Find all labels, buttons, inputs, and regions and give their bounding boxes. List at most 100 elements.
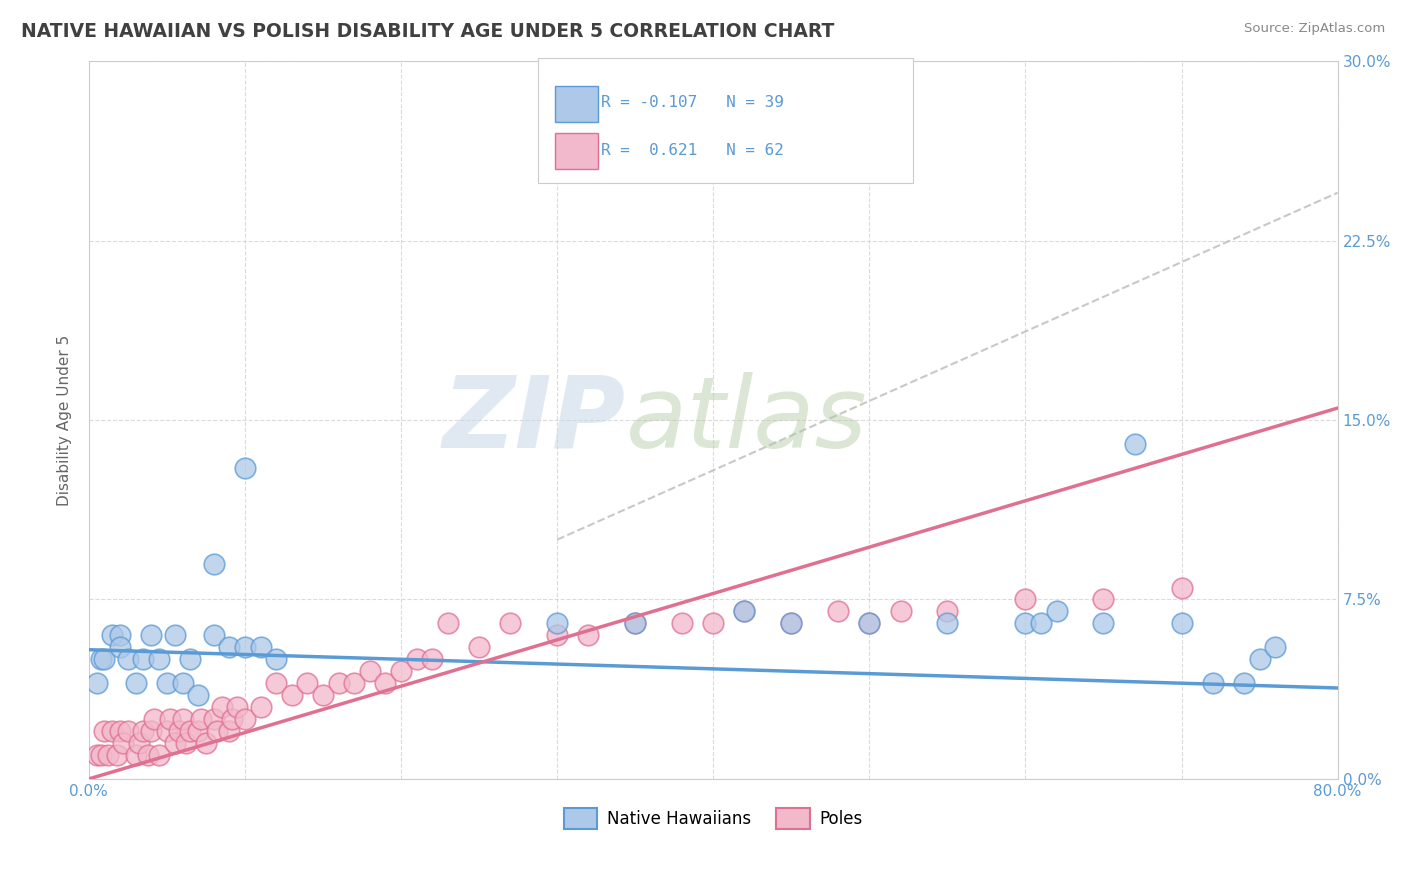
Point [187,724,209,739]
Point [128,736,150,750]
Point [132,652,155,666]
Point [202,712,225,726]
Legend: Native Hawaiians, Poles: Native Hawaiians, Poles [557,802,869,835]
Point [233,712,256,726]
Point [780,616,803,631]
Point [148,747,170,762]
Point [936,616,959,631]
Point [468,640,491,655]
Point [405,652,427,666]
Y-axis label: Disability Age Under 5: Disability Age Under 5 [58,334,72,506]
Text: Source: ZipAtlas.com: Source: ZipAtlas.com [1244,22,1385,36]
Text: atlas: atlas [626,372,868,468]
Point [546,628,568,642]
Text: NATIVE HAWAIIAN VS POLISH DISABILITY AGE UNDER 5 CORRELATION CHART: NATIVE HAWAIIAN VS POLISH DISABILITY AGE… [21,22,835,41]
FancyBboxPatch shape [538,58,912,183]
Point [1264,640,1286,655]
Point [202,557,225,571]
FancyBboxPatch shape [554,87,599,122]
Point [124,747,146,762]
Point [264,676,287,690]
Point [202,628,225,642]
Point [159,712,181,726]
Point [90,747,112,762]
Point [1092,592,1115,607]
Point [499,616,522,631]
Point [858,616,880,631]
Point [163,628,186,642]
Point [163,736,186,750]
Point [101,724,124,739]
Point [624,616,647,631]
Point [156,676,179,690]
Point [827,604,849,618]
Point [136,747,159,762]
Point [141,724,163,739]
Point [312,688,335,702]
Point [93,724,115,739]
Point [374,676,396,690]
Point [1249,652,1271,666]
Point [172,676,194,690]
Point [143,712,166,726]
Point [858,616,880,631]
Point [179,652,201,666]
Point [297,676,319,690]
Point [890,604,912,618]
Point [86,747,108,762]
Point [117,652,139,666]
Point [733,604,755,618]
Point [124,676,146,690]
Point [218,640,240,655]
Point [97,747,120,762]
Point [132,724,155,739]
Point [218,724,240,739]
Point [194,736,217,750]
Point [169,724,191,739]
Point [328,676,350,690]
Point [780,616,803,631]
Point [671,616,693,631]
Point [156,724,179,739]
Point [90,652,112,666]
Point [264,652,287,666]
Point [108,724,131,739]
Point [211,700,233,714]
Point [343,676,366,690]
Point [281,688,304,702]
Point [233,640,256,655]
Point [179,724,201,739]
Point [576,628,599,642]
Point [1014,616,1036,631]
Point [249,700,271,714]
Point [112,736,135,750]
Point [172,712,194,726]
Point [936,604,959,618]
Point [226,700,249,714]
Point [1170,616,1192,631]
Point [624,616,647,631]
Point [1046,604,1069,618]
Point [249,640,271,655]
Point [93,652,115,666]
Point [141,628,163,642]
Point [148,652,170,666]
Point [117,724,139,739]
Text: R = -0.107   N = 39: R = -0.107 N = 39 [600,95,783,111]
Point [105,747,128,762]
Point [1233,676,1256,690]
Point [108,628,131,642]
Point [702,616,724,631]
Point [733,604,755,618]
Text: R =  0.621   N = 62: R = 0.621 N = 62 [600,144,783,159]
Point [546,616,568,631]
Point [389,665,412,679]
Point [187,688,209,702]
Point [1170,581,1192,595]
Point [359,665,381,679]
Point [1029,616,1052,631]
Point [1014,592,1036,607]
FancyBboxPatch shape [554,133,599,169]
Point [437,616,460,631]
Point [174,736,197,750]
